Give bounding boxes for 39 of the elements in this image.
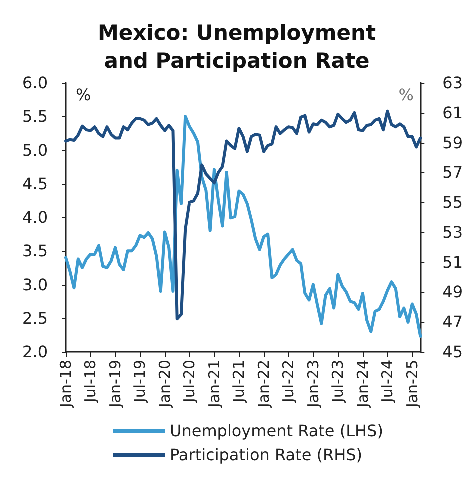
y2-tick-label: 51 — [442, 252, 463, 272]
y2-tick-label: 53 — [442, 222, 463, 242]
y-tick-label: 4.5 — [22, 174, 48, 194]
x-tick-label: Jan-18 — [57, 360, 75, 409]
annotation: % — [76, 86, 92, 104]
y2-tick-label: 57 — [442, 163, 463, 182]
y-tick-label: 5.0 — [22, 140, 48, 160]
legend-label: Participation Rate (RHS) — [170, 446, 363, 464]
y-tick-label: 5.5 — [22, 107, 48, 126]
y-tick-label: 3.5 — [22, 242, 48, 261]
y2-tick-label: 49 — [442, 282, 463, 302]
y2-tick-label: 45 — [442, 342, 463, 362]
annotation: % — [398, 86, 414, 104]
y-tick-label: 4.0 — [22, 208, 48, 227]
x-tick-label: Jul-22 — [280, 360, 298, 404]
x-tick-label: Jul-20 — [180, 360, 199, 404]
x-tick-label: Jul-19 — [131, 360, 150, 404]
x-tick-label: Jul-24 — [378, 360, 397, 404]
y2-tick-label: 63 — [442, 74, 463, 92]
y-tick-label: 2.0 — [22, 342, 48, 362]
x-tick-label: Jan-25 — [403, 360, 422, 409]
y-tick-label: 6.0 — [22, 74, 48, 92]
x-tick-label: Jan-20 — [156, 360, 174, 409]
legend-label: Unemployment Rate (LHS) — [170, 422, 384, 440]
y-tick-label: 3.0 — [22, 275, 48, 294]
x-tick-label: Jan-24 — [354, 360, 372, 409]
y2-tick-label: 47 — [442, 312, 463, 332]
x-tick-label: Jan-23 — [304, 360, 322, 409]
x-tick-label: Jul-18 — [82, 360, 100, 404]
y2-tick-label: 59 — [442, 133, 463, 152]
y2-tick-label: 55 — [442, 193, 463, 212]
y2-tick-label: 61 — [442, 103, 463, 122]
y-tick-label: 2.5 — [22, 308, 48, 328]
x-tick-label: Jul-23 — [329, 360, 348, 404]
x-tick-label: Jan-19 — [106, 360, 124, 409]
chart-title: Mexico: Unemployment and Participation Rate — [98, 21, 376, 73]
x-tick-label: Jan-21 — [205, 360, 224, 409]
x-tick-label: Jul-21 — [230, 360, 248, 404]
x-tick-label: Jan-22 — [254, 360, 273, 409]
